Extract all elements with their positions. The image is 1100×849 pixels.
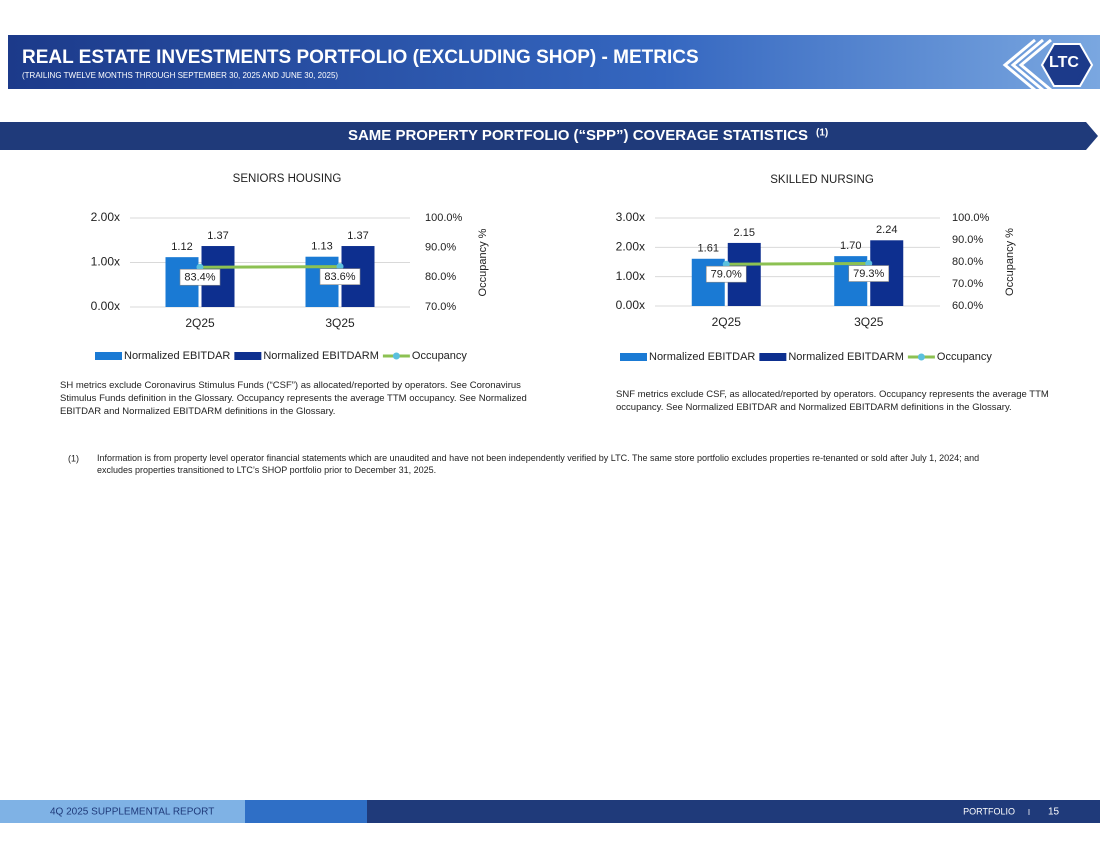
occupancy-label: 83.4%	[184, 272, 215, 284]
y-tick-label: 1.00x	[91, 255, 120, 269]
y2-tick-label: 90.0%	[425, 242, 456, 254]
footer-band	[367, 800, 1100, 823]
legend-swatch	[759, 353, 787, 361]
footnote-text: Information is from property level opera…	[97, 453, 980, 475]
y-tick-label: 2.00x	[91, 210, 120, 224]
occupancy-label-box	[179, 268, 221, 286]
y2-tick-label: 80.0%	[425, 271, 456, 283]
logo-badge	[1040, 43, 1094, 87]
bar-value-label: 2.15	[734, 227, 755, 239]
banner	[0, 122, 1098, 150]
y2-tick-label: 100.0%	[425, 212, 463, 224]
y2-axis-label: Occupancy %	[1004, 228, 1016, 296]
footnote-marker: (1)	[68, 453, 79, 463]
occupancy-line	[726, 262, 869, 266]
y2-tick-label: 80.0%	[952, 256, 983, 268]
legend-label: Normalized EBITDARM	[788, 351, 904, 363]
x-tick-label: 2Q25	[712, 315, 742, 329]
x-tick-label: 3Q25	[325, 316, 355, 330]
bar-value-label: 1.37	[207, 230, 228, 242]
y2-tick-label: 70.0%	[425, 301, 456, 313]
chart-note: SNF metrics exclude CSF, as allocated/re…	[616, 389, 1049, 413]
y2-axis-label: Occupancy %	[477, 228, 489, 296]
y-tick-label: 0.00x	[616, 298, 645, 312]
chart-title: SENIORS HOUSING	[233, 173, 342, 185]
legend-label: Normalized EBITDAR	[124, 350, 230, 362]
chart-title: SKILLED NURSING	[770, 174, 874, 186]
footer-band	[0, 800, 245, 823]
header-bar	[8, 35, 1100, 89]
footer-left: 4Q 2025 SUPPLEMENTAL REPORT	[50, 807, 214, 818]
logo: LTC REIT	[1002, 38, 1094, 92]
occupancy-label: 79.0%	[711, 269, 742, 281]
x-tick-label: 2Q25	[185, 316, 215, 330]
occupancy-label: 79.3%	[853, 268, 884, 280]
legend-swatch-marker	[917, 353, 925, 361]
legend-label: Occupancy	[937, 351, 993, 363]
y2-tick-label: 60.0%	[952, 300, 983, 312]
legend-swatch	[95, 352, 122, 360]
logo-chevron	[1010, 38, 1044, 92]
logo-text: LTC	[1049, 54, 1079, 71]
header-subtitle: (TRAILING TWELVE MONTHS THROUGH SEPTEMBE…	[22, 71, 338, 80]
legend-swatch	[620, 353, 647, 361]
y-tick-label: 1.00x	[616, 269, 645, 283]
y-tick-label: 2.00x	[616, 240, 645, 254]
chart-note: SH metrics exclude Coronavirus Stimulus …	[60, 380, 527, 417]
banner-superscript: (1)	[816, 128, 828, 139]
legend-swatch	[234, 352, 262, 360]
logo-chevron	[1002, 38, 1036, 92]
bar-value-label: 1.61	[698, 243, 719, 255]
legend-label: Normalized EBITDARM	[263, 350, 379, 362]
header-title: REAL ESTATE INVESTMENTS PORTFOLIO (EXCLU…	[22, 47, 699, 68]
logo-chevron	[1018, 38, 1052, 92]
y2-tick-label: 70.0%	[952, 278, 983, 290]
y2-tick-label: 100.0%	[952, 212, 990, 224]
footer-section: PORTFOLIO	[963, 806, 1015, 816]
bar-value-label: 2.24	[876, 224, 897, 236]
occupancy-label: 83.6%	[324, 271, 355, 283]
occupancy-label-box	[848, 265, 890, 282]
legend-label: Normalized EBITDAR	[649, 351, 755, 363]
y-tick-label: 3.00x	[616, 210, 645, 224]
footer-separator: I	[1028, 808, 1030, 817]
y-tick-label: 0.00x	[91, 299, 120, 313]
y2-tick-label: 90.0%	[952, 234, 983, 246]
legend-swatch-marker	[392, 352, 400, 360]
footer-band	[245, 800, 367, 823]
occupancy-line	[199, 265, 341, 269]
occupancy-label-box	[319, 268, 361, 285]
legend-label: Occupancy	[412, 350, 468, 362]
occupancy-label-box	[705, 265, 747, 283]
bar-value-label: 1.13	[311, 241, 332, 253]
x-tick-label: 3Q25	[854, 315, 884, 329]
bar-value-label: 1.12	[171, 241, 192, 253]
bar-value-label: 1.37	[347, 230, 368, 242]
bar-value-label: 1.70	[840, 240, 861, 252]
footer-page: 15	[1048, 807, 1060, 818]
banner-title: SAME PROPERTY PORTFOLIO (“SPP”) COVERAGE…	[348, 127, 808, 144]
